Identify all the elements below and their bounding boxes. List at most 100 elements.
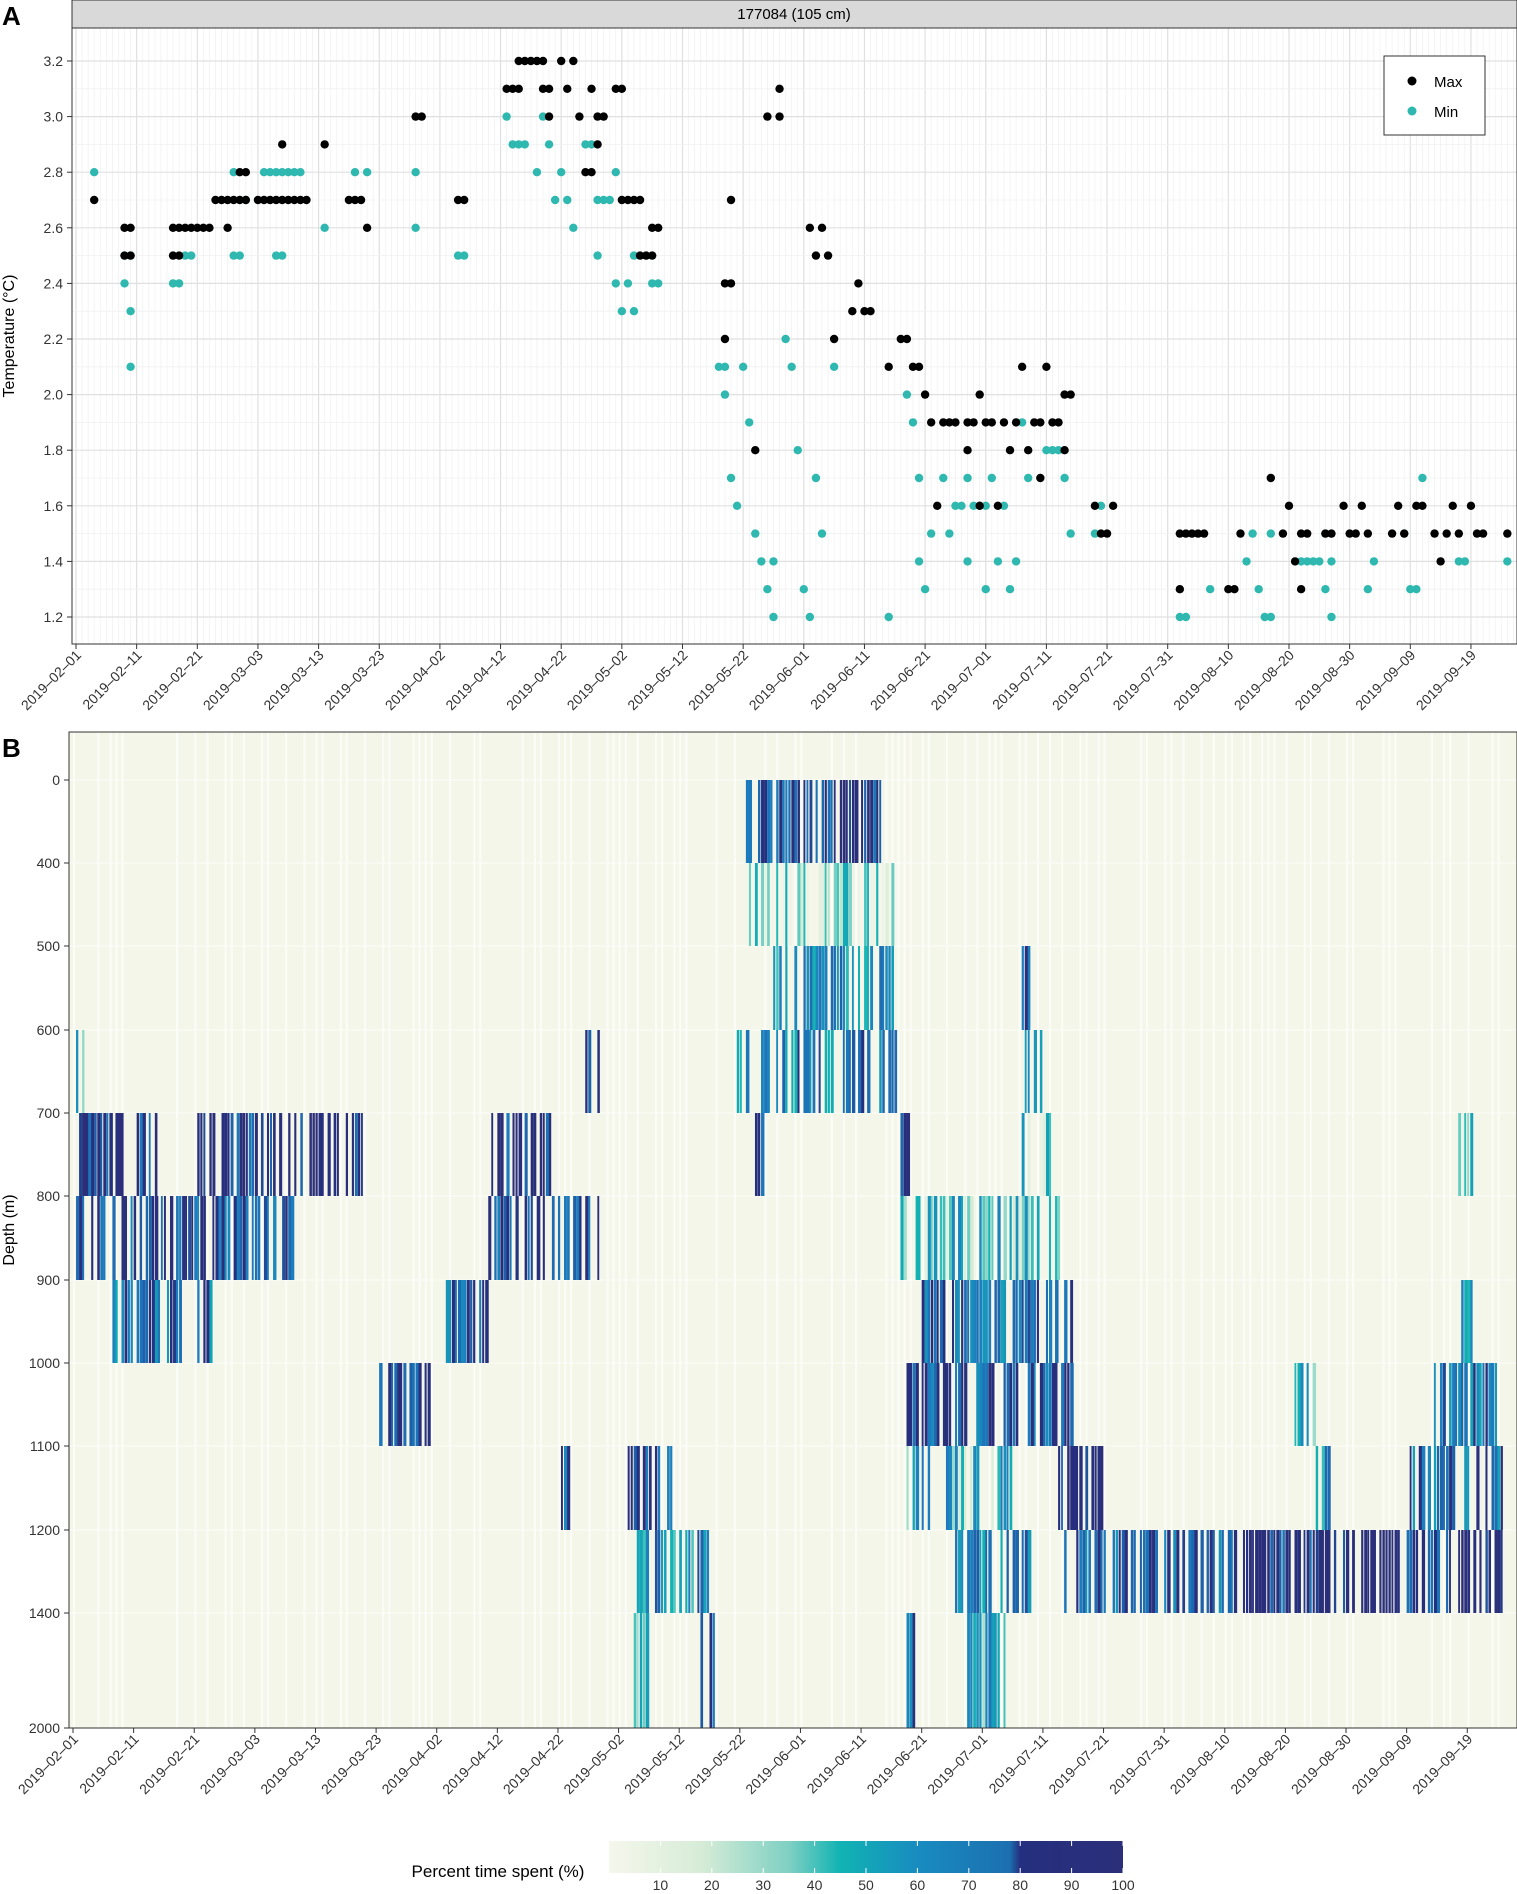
heatmap-cell (736, 1030, 740, 1113)
panel-b-texture (448, 732, 452, 1728)
heatmap-cell (761, 1113, 765, 1196)
panel-a-xtick-label: 2019–02–01 (18, 647, 85, 714)
panel-b-xtick-label: 2019–08–10 (1167, 1731, 1234, 1798)
heatmap-cell (209, 1113, 212, 1196)
heatmap-cell (870, 946, 874, 1030)
heatmap-cell (160, 1196, 163, 1280)
point-max (969, 418, 978, 427)
panel-b-texture (854, 732, 858, 1728)
heatmap-cell (136, 1280, 140, 1363)
heatmap-cell (512, 1113, 515, 1196)
heatmap-cell (254, 1196, 258, 1280)
point-min (902, 390, 912, 399)
heatmap-cell (1027, 1280, 1031, 1363)
point-min (271, 168, 281, 177)
heatmap-cell (1012, 1280, 1016, 1363)
point-min (550, 195, 560, 205)
heatmap-cell (254, 1113, 258, 1196)
point-max (945, 418, 954, 427)
heatmap-cell (1079, 1530, 1083, 1613)
panel-a-ytick-label: 1.2 (44, 609, 64, 625)
heatmap-cell (982, 1530, 986, 1613)
point-min (738, 362, 748, 371)
point-min (1248, 529, 1257, 538)
heatmap-cell (1473, 1363, 1476, 1446)
heatmap-cell (191, 1196, 194, 1280)
heatmap-cell (94, 1113, 97, 1196)
colorbar-ticks: 10 20 30 40 50 60 70 80 90 100 (653, 1841, 1135, 1893)
heatmap-cell (451, 1280, 456, 1363)
heatmap-cell (1070, 1363, 1074, 1446)
point-min (411, 168, 420, 177)
heatmap-cell (824, 1030, 828, 1113)
heatmap-cell (176, 1196, 179, 1280)
point-max (1327, 529, 1336, 538)
heatmap-cell (970, 1196, 974, 1280)
heatmap-cell (479, 1280, 482, 1363)
heatmap-cell (958, 1363, 962, 1446)
point-max (356, 195, 366, 205)
heatmap-cell (785, 780, 788, 863)
heatmap-cell (88, 1113, 92, 1196)
panel-b-xtick-label: 2019–09–09 (1348, 1731, 1415, 1798)
heatmap-cell (979, 1280, 983, 1363)
heatmap-cell (1027, 1530, 1032, 1613)
heatmap-cell (1249, 1530, 1252, 1613)
point-max (635, 251, 645, 260)
heatmap-cell (806, 1030, 810, 1113)
heatmap-cell (948, 1363, 952, 1446)
heatmap-cell (1015, 1363, 1019, 1446)
heatmap-cell (670, 1446, 673, 1530)
heatmap-cell (145, 1280, 149, 1363)
heatmap-cell (1467, 1530, 1471, 1613)
heatmap-cell (924, 1196, 928, 1280)
panel-b-texture (1346, 732, 1349, 1728)
heatmap-cell (588, 1196, 591, 1280)
point-min (1460, 557, 1470, 566)
heatmap-cell (1103, 1530, 1106, 1613)
heatmap-cell (939, 1196, 943, 1280)
point-min (751, 529, 760, 538)
point-min (180, 251, 190, 260)
heatmap-cell (1058, 1446, 1061, 1530)
heatmap-cell (1494, 1363, 1498, 1446)
point-min (914, 557, 924, 566)
heatmap-cell (806, 863, 809, 946)
point-min (1406, 585, 1415, 594)
point-max (587, 168, 596, 177)
heatmap-cell (654, 1446, 658, 1530)
heatmap-cell (906, 1363, 911, 1446)
point-min (581, 140, 590, 149)
heatmap-cell (921, 1363, 924, 1446)
point-max (296, 195, 305, 205)
heatmap-cell (851, 1030, 856, 1113)
heatmap-cell (1024, 946, 1028, 1030)
panel-a-ytick-label: 1.4 (44, 553, 64, 569)
heatmap-cell (991, 1446, 994, 1530)
heatmap-cell (318, 1113, 323, 1196)
heatmap-cell (1218, 1530, 1222, 1613)
point-max (1060, 446, 1069, 455)
heatmap-cell (76, 1030, 79, 1113)
point-min (714, 362, 724, 371)
colorbar-tick-label: 100 (1111, 1877, 1135, 1893)
point-max (1412, 501, 1421, 510)
point-max (1017, 362, 1027, 371)
heatmap-cell (1464, 1446, 1468, 1530)
heatmap-cell (400, 1363, 403, 1446)
heatmap-cell (273, 1196, 277, 1280)
point-min (829, 362, 839, 371)
panel-a-xtick-label: 2019–04–02 (382, 647, 449, 714)
heatmap-cell (354, 1113, 358, 1196)
heatmap-cell (906, 1446, 909, 1530)
point-min (1048, 446, 1057, 455)
heatmap-cell (1006, 1530, 1009, 1613)
heatmap-cell (1085, 1446, 1089, 1530)
point-min (271, 251, 281, 260)
point-min (502, 112, 511, 121)
point-max (180, 223, 190, 232)
heatmap-cell (124, 1280, 128, 1363)
heatmap-cell (136, 1113, 140, 1196)
heatmap-cell (873, 863, 876, 946)
point-min (884, 612, 893, 622)
